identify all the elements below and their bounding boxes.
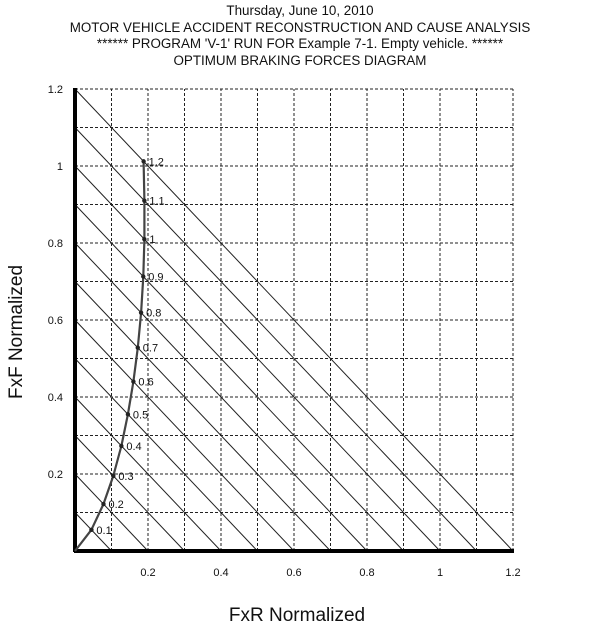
- braking-curve-layer: [74, 159, 147, 552]
- deceleration-line: [74, 512, 112, 552]
- deceleration-point-marker: [119, 443, 124, 449]
- x-tick-label: 0.6: [286, 567, 301, 579]
- deceleration-point-marker: [142, 236, 147, 242]
- deceleration-point-marker: [125, 412, 131, 417]
- chart-header: Thursday, June 10, 2010 MOTOR VEHICLE AC…: [0, 3, 600, 69]
- y-tick-label: 1.2: [48, 84, 63, 96]
- y-axis-label: FxF Normalized: [6, 265, 27, 399]
- x-tick-label: 0.4: [213, 567, 228, 579]
- tick-labels: 0.2 0.4 0.6 0.8 1 1.2 0.2 0.4 0.6 0.8 1 1.2: [48, 84, 521, 579]
- chart-title: OPTIMUM BRAKING FORCES DIAGRAM: [173, 52, 427, 68]
- x-tick-label: 1.2: [505, 567, 520, 579]
- deceleration-point-label: 0.1: [96, 525, 111, 537]
- x-axis-label: FxR Normalized: [229, 605, 365, 626]
- y-tick-label: 0.4: [48, 392, 63, 404]
- x-tick-label: 1: [437, 567, 443, 579]
- deceleration-point-marker: [141, 159, 146, 164]
- deceleration-line: [74, 88, 514, 552]
- deceleration-point-label: 0.2: [108, 499, 123, 511]
- y-tick-label: 0.8: [48, 238, 63, 250]
- deceleration-line: [74, 127, 477, 552]
- deceleration-point-marker: [89, 527, 94, 533]
- deceleration-line: [74, 396, 222, 552]
- deceleration-point-marker: [111, 473, 116, 479]
- deceleration-point-label: 0.5: [133, 409, 148, 421]
- deceleration-point-marker: [135, 345, 140, 350]
- deceleration-line: [74, 358, 258, 552]
- deceleration-point-marker: [131, 379, 136, 384]
- x-tick-label: 0.2: [140, 567, 155, 579]
- program-title: MOTOR VEHICLE ACCIDENT RECONSTRUCTION AN…: [69, 19, 531, 35]
- y-tick-label: 0.6: [48, 315, 63, 327]
- deceleration-point-label: 0.9: [148, 271, 163, 283]
- deceleration-point-label: 1: [149, 234, 155, 246]
- deceleration-line: [74, 165, 441, 552]
- deceleration-point-marker: [138, 310, 144, 315]
- y-tick-label: 0.2: [48, 469, 63, 481]
- x-tick-label: 0.8: [359, 567, 374, 579]
- run-description: ****** PROGRAM 'V-1' RUN FOR Example 7-1…: [96, 36, 504, 51]
- point-labels: 0.1 0.2 0.3 0.4 0.5 0.6 0.7 0.8 0.9 1 1.1 1.2: [96, 156, 164, 536]
- deceleration-point-label: 0.7: [143, 343, 158, 355]
- deceleration-point-label: 0.4: [126, 441, 141, 453]
- deceleration-line: [74, 435, 185, 552]
- deceleration-point-label: 0.3: [118, 471, 133, 483]
- y-tick-label: 1: [57, 161, 63, 173]
- axes: [73, 88, 514, 553]
- deceleration-point-label: 0.6: [138, 377, 153, 389]
- deceleration-line: [74, 281, 331, 552]
- deceleration-line: [74, 473, 149, 552]
- deceleration-line: [74, 319, 295, 552]
- deceleration-lines: [74, 88, 514, 552]
- deceleration-point-label: 1.1: [149, 196, 164, 208]
- deceleration-point-label: 0.8: [146, 308, 161, 320]
- deceleration-line: [74, 204, 404, 552]
- deceleration-point-marker: [101, 501, 106, 507]
- deceleration-point-label: 1.2: [149, 156, 164, 168]
- deceleration-line: [74, 242, 368, 552]
- deceleration-point-marker: [142, 198, 147, 203]
- report-date: Thursday, June 10, 2010: [226, 3, 374, 18]
- deceleration-point-marker: [141, 274, 146, 279]
